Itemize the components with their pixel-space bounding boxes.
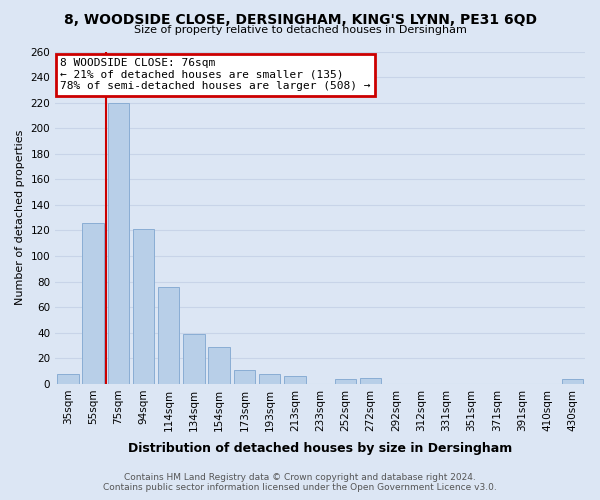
- Bar: [158, 286, 179, 384]
- Bar: [360, 378, 381, 384]
- Bar: [335, 379, 356, 384]
- Text: 8, WOODSIDE CLOSE, DERSINGHAM, KING'S LYNN, PE31 6QD: 8, WOODSIDE CLOSE, DERSINGHAM, KING'S LY…: [64, 12, 536, 26]
- Y-axis label: Number of detached properties: Number of detached properties: [15, 130, 25, 306]
- Bar: [183, 334, 205, 384]
- Text: Contains HM Land Registry data © Crown copyright and database right 2024.
Contai: Contains HM Land Registry data © Crown c…: [103, 473, 497, 492]
- Bar: [562, 379, 583, 384]
- Text: Size of property relative to detached houses in Dersingham: Size of property relative to detached ho…: [134, 25, 466, 35]
- Bar: [82, 223, 104, 384]
- Bar: [133, 229, 154, 384]
- Bar: [107, 102, 129, 384]
- Bar: [284, 376, 305, 384]
- Bar: [259, 374, 280, 384]
- Text: 8 WOODSIDE CLOSE: 76sqm
← 21% of detached houses are smaller (135)
78% of semi-d: 8 WOODSIDE CLOSE: 76sqm ← 21% of detache…: [61, 58, 371, 92]
- Bar: [57, 374, 79, 384]
- Bar: [208, 347, 230, 384]
- Bar: [233, 370, 255, 384]
- X-axis label: Distribution of detached houses by size in Dersingham: Distribution of detached houses by size …: [128, 442, 512, 455]
